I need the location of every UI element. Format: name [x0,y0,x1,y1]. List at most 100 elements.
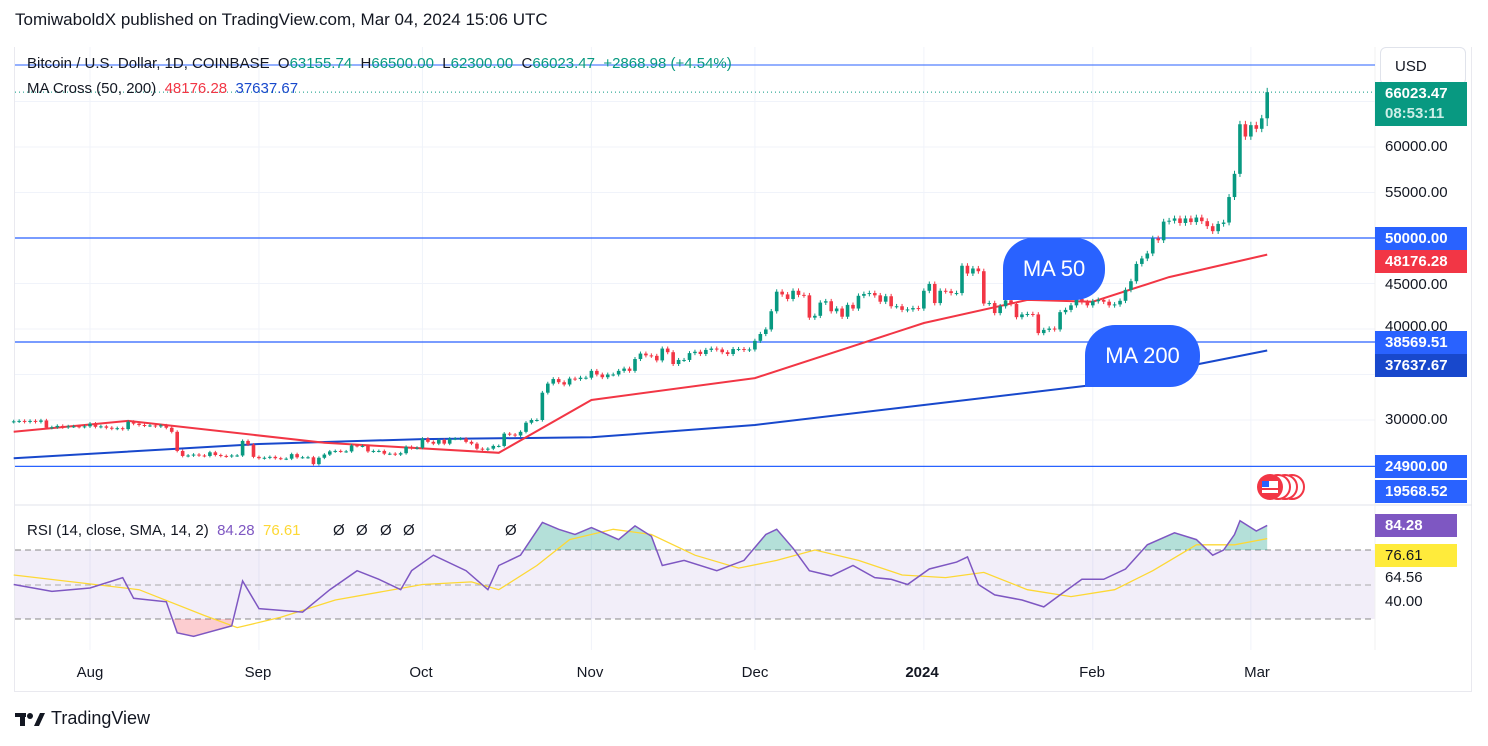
candle [556,377,561,385]
rsi-value: 84.28 [217,522,255,539]
candle [1178,215,1182,226]
candle [649,353,654,358]
candle-body [922,290,926,309]
candle [306,455,310,459]
candle-body [322,454,327,458]
candle [976,265,981,274]
candle [551,377,556,386]
candle [93,422,98,429]
candle-body [284,458,288,460]
candle [235,454,239,457]
candle [644,351,648,358]
candle-body [1085,302,1090,306]
candle-body [1249,125,1253,137]
economic-event-icon[interactable] [1257,474,1305,500]
candle-body [366,445,370,452]
candle-body [1107,301,1111,306]
candle [442,438,447,446]
candle [1145,250,1150,262]
candle [954,290,959,296]
candle-body [660,348,665,361]
symbol-legend[interactable]: Bitcoin / U.S. Dollar, 1D, COINBASE O631… [27,55,732,72]
candle [148,423,152,428]
candle [1020,312,1024,320]
candle-body [671,352,675,365]
candle-body [344,451,348,453]
candle [284,457,288,461]
candle [524,421,528,434]
candle [415,446,419,450]
candle-body [464,438,468,442]
candle-body [137,423,141,426]
candle-body [638,353,643,360]
candle-body [99,426,103,428]
candle [246,439,250,447]
candle [22,419,27,424]
candle-body [595,370,599,375]
candle-body [546,383,550,393]
candle-body [873,293,877,296]
ma200-annotation[interactable]: MA 200 [1085,325,1200,387]
candle [883,293,888,305]
candle-body [1003,300,1008,307]
ma50-annotation[interactable]: MA 50 [1003,238,1105,300]
rsi-legend[interactable]: RSI (14, close, SMA, 14, 2) 84.28 76.61 [27,522,301,539]
ma200-value: 37637.67 [235,80,299,97]
candle-body [262,457,267,459]
candle-body [655,355,659,361]
candle [747,347,752,352]
rsi-null-4: Ø [403,522,415,539]
candle-body [1052,328,1057,330]
candle [240,439,245,457]
candle-body [791,290,795,299]
candle-body [1091,301,1095,306]
candle-body [1101,299,1106,302]
candle-body [616,370,621,375]
candle-body [878,295,883,302]
currency-button[interactable]: USD [1380,47,1466,85]
hline-label-50000: 50000.00 [1375,227,1467,250]
candle-body [883,296,888,302]
candle [676,357,681,367]
candle-body [714,348,719,350]
ma-cross-legend[interactable]: MA Cross (50, 200) 48176.28 37637.67 [27,80,298,97]
candle [1189,215,1193,225]
candle-body [415,447,419,449]
candle [398,451,403,457]
candle [546,381,550,395]
last-price-label: 66023.47 08:53:11 [1375,82,1467,126]
candle-body [229,455,234,457]
candle [764,327,768,337]
candle-body [1178,218,1182,223]
candle-body [725,352,730,355]
candle [126,420,130,431]
candle [404,445,408,455]
candle [616,368,621,377]
candle-body [120,428,125,430]
candle-body [1058,312,1062,330]
candle-body [644,353,648,356]
candle [1221,219,1226,227]
high-value: 66500.00 [371,55,434,72]
tradingview-logo[interactable]: TradingView [15,708,150,729]
candle-body [208,452,212,456]
candle-body [524,422,528,432]
candle [1232,170,1237,201]
candle [88,422,92,428]
candle-body [578,377,583,380]
candle [1243,120,1248,140]
candle [965,263,970,277]
candle-body [33,420,38,422]
candle-body [409,446,414,449]
candle [295,452,299,459]
candle-body [131,421,136,424]
candle-body [268,456,272,458]
candle [1129,278,1133,293]
candle-body [823,301,828,303]
candle [219,453,223,458]
candle-body [535,420,539,421]
candle-body [987,303,992,305]
candle-body [191,454,196,456]
candle [1091,298,1095,308]
